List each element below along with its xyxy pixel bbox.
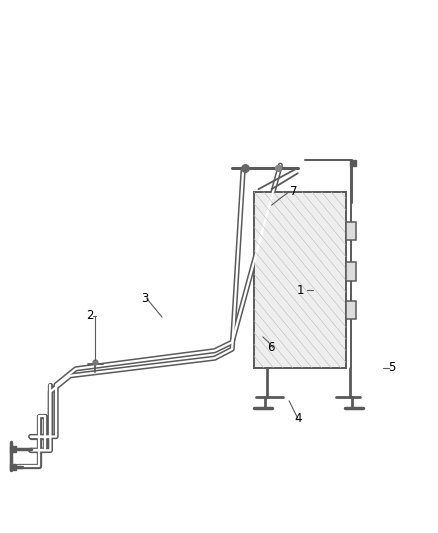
Text: 3: 3 (141, 292, 148, 305)
Text: 5: 5 (389, 361, 396, 374)
Bar (346, 222, 356, 240)
Bar (254, 192, 346, 368)
Bar (346, 301, 356, 319)
Text: 7: 7 (290, 185, 297, 198)
Text: 1: 1 (296, 284, 304, 297)
Text: 2: 2 (86, 309, 94, 322)
Text: 4: 4 (294, 412, 302, 425)
Bar (346, 262, 356, 280)
Text: 6: 6 (267, 341, 275, 354)
